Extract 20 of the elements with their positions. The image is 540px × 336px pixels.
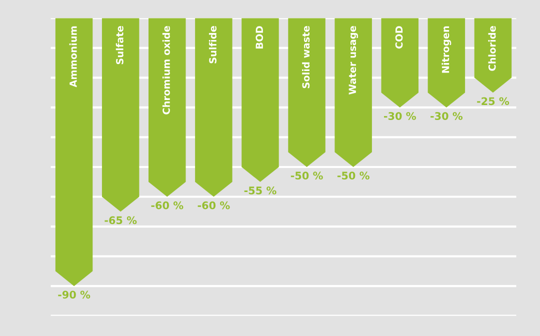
x-tick-label: Solid waste [302,26,310,88]
data-label: -30 % [430,112,463,120]
x-tick-label: Chromium oxide [162,26,170,114]
x-tick-label: COD [395,26,403,49]
data-label: -55 % [244,186,276,194]
x-tick-label: Nitrogen [442,26,452,73]
data-label: -50 % [290,172,323,180]
data-label: -50 % [337,172,370,180]
data-label: -60 % [151,201,184,210]
x-tick-label: BOD [256,26,264,48]
data-label: -25 % [477,97,510,106]
x-tick-label: Ammonium [69,26,77,88]
x-tick-label: Water usage [348,26,358,94]
data-label: -90 % [58,290,90,299]
data-label: -65 % [104,216,137,224]
x-tick-label: Sulfide [208,26,216,64]
x-tick-label: Sulfate [116,26,124,64]
data-label: -30 % [384,112,416,120]
x-tick-label: Chloride [488,26,496,71]
data-label: -60 % [198,201,230,210]
